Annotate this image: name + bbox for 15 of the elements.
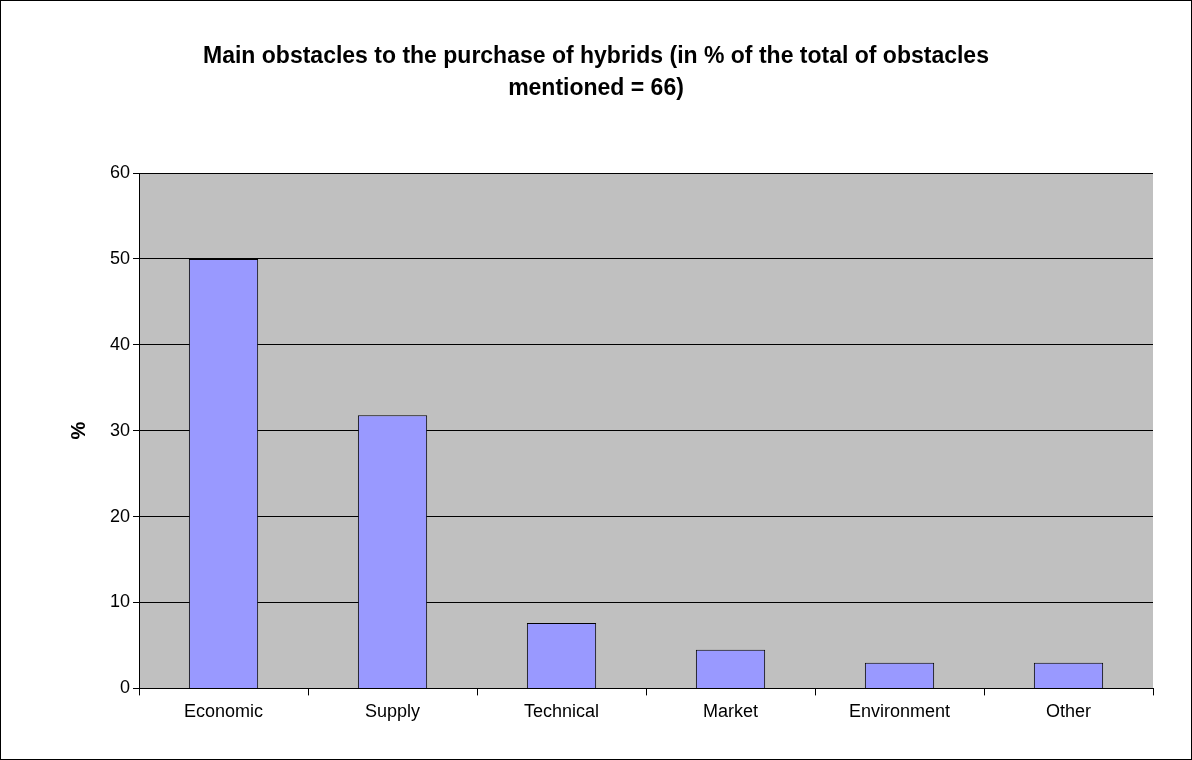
x-tick-label: Economic xyxy=(184,701,264,722)
x-tick-label: Environment xyxy=(848,701,951,722)
y-tick-label: 30 xyxy=(109,419,131,440)
y-tick-label: 40 xyxy=(109,333,131,354)
y-tick-label: 10 xyxy=(109,591,131,612)
x-tick-label: Supply xyxy=(364,701,421,722)
x-tick-label: Technical xyxy=(523,701,600,722)
y-tick-label: 50 xyxy=(109,247,131,268)
x-tick-label: Other xyxy=(1045,701,1092,722)
y-tick-label: 0 xyxy=(120,677,131,698)
x-tick-label: Market xyxy=(703,701,759,722)
y-axis-title: % xyxy=(66,421,89,440)
y-tick-label: 20 xyxy=(109,505,131,526)
y-tick-label: 60 xyxy=(109,161,131,182)
chart-title: Main obstacles to the purchase of hybrids (in % of the total of obstacles mentioned = 66) xyxy=(202,41,990,102)
